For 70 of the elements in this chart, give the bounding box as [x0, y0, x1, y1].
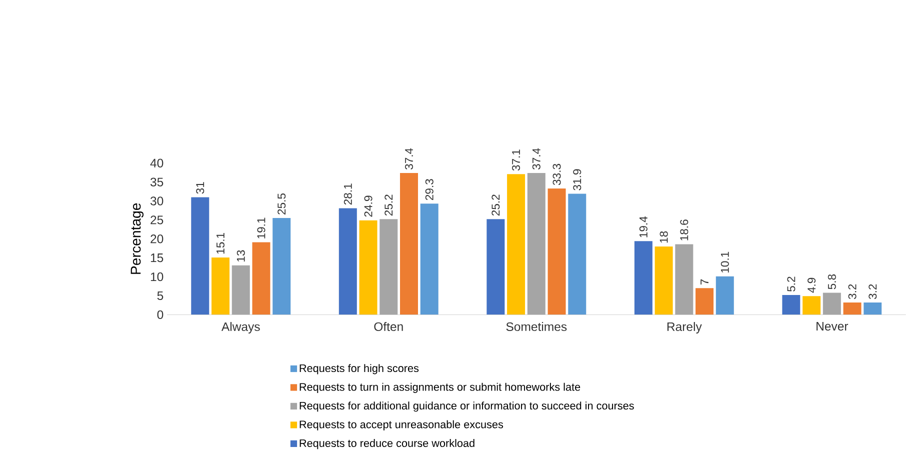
x-tick-label: Sometimes [506, 322, 567, 331]
data-label: 25.5 [278, 193, 286, 214]
bar [675, 244, 694, 315]
bar [400, 172, 418, 315]
bar [716, 276, 734, 315]
y-tick-label: 25 [150, 216, 164, 224]
data-label: 5.8 [828, 274, 836, 290]
bar [252, 242, 270, 315]
data-label: 15.1 [216, 232, 224, 254]
data-label: 24.9 [364, 196, 372, 217]
bar [486, 219, 505, 315]
data-label: 18 [660, 231, 668, 243]
bar [507, 174, 526, 315]
bar [864, 302, 882, 315]
data-label: 5.2 [787, 276, 796, 292]
x-tick-label: Always [221, 322, 260, 334]
bar [527, 172, 546, 315]
data-label: 3.2 [868, 284, 877, 300]
data-label: 3.2 [848, 284, 856, 300]
y-tick-label: 5 [157, 291, 164, 300]
data-label: 33.3 [552, 164, 561, 185]
x-tick-label: Often [374, 322, 403, 331]
bar [548, 188, 566, 315]
x-tick-label: Rarely [667, 322, 702, 334]
data-label: 37.4 [404, 148, 413, 170]
bar [843, 302, 862, 315]
data-label: 25.2 [384, 194, 393, 216]
y-tick-label: 10 [150, 272, 164, 282]
bar [338, 208, 357, 315]
bar [696, 288, 714, 315]
y-tick-label: 30 [150, 196, 164, 206]
data-label: 4.9 [808, 278, 816, 293]
data-label: 31.9 [573, 169, 582, 190]
bar [212, 257, 230, 315]
bar [272, 218, 291, 315]
legend-label: Requests for additional guidance or information to succeed in courses [300, 402, 634, 412]
bar [634, 241, 652, 315]
data-label: 37.4 [532, 148, 540, 170]
bar [232, 265, 250, 315]
legend-label: Requests to reduce course workload [300, 439, 474, 450]
bar [359, 220, 378, 315]
legend-label: Requests for high scores [300, 364, 419, 374]
data-label: 13 [236, 250, 245, 262]
bar [380, 219, 398, 315]
y-tick-label: 20 [150, 234, 164, 244]
bar [191, 197, 210, 315]
data-label: 25.2 [492, 194, 500, 216]
data-label: 18.6 [680, 220, 688, 240]
bar [822, 292, 841, 315]
y-tick-label: 35 [150, 178, 164, 186]
bar [802, 296, 821, 315]
data-label: 10.1 [720, 252, 729, 272]
data-label: 29.3 [425, 179, 434, 200]
bar [782, 294, 800, 315]
data-label: 28.1 [344, 184, 352, 205]
y-tick-label: 0 [157, 310, 164, 319]
data-label: 31 [196, 182, 204, 194]
bar [654, 246, 673, 315]
legend-label: Requests to turn in assignments or submit homeworks late [300, 382, 580, 393]
legend-label: Requests to accept unreasonable excuses [300, 420, 504, 430]
y-axis-title: Percentage [130, 203, 144, 274]
x-tick-label: Never [816, 322, 848, 331]
bar [568, 194, 586, 315]
y-tick-label: 40 [150, 158, 164, 168]
data-label: 37.1 [512, 150, 520, 171]
data-label: 7 [700, 279, 708, 284]
data-label: 19.4 [639, 216, 648, 238]
y-tick-label: 15 [150, 254, 164, 262]
data-label: 19.1 [257, 218, 266, 238]
bar [420, 204, 438, 315]
